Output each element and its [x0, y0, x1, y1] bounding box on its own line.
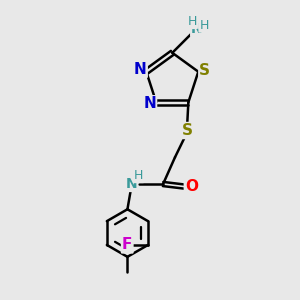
Text: H: H — [188, 15, 197, 28]
Text: N: N — [125, 177, 137, 191]
Text: N: N — [191, 22, 203, 36]
Text: O: O — [185, 179, 198, 194]
Text: S: S — [182, 123, 192, 138]
Text: H: H — [134, 169, 143, 182]
Text: F: F — [122, 237, 132, 252]
Text: N: N — [143, 96, 156, 111]
Text: N: N — [134, 62, 147, 77]
Text: H: H — [200, 19, 209, 32]
Text: S: S — [199, 63, 210, 78]
